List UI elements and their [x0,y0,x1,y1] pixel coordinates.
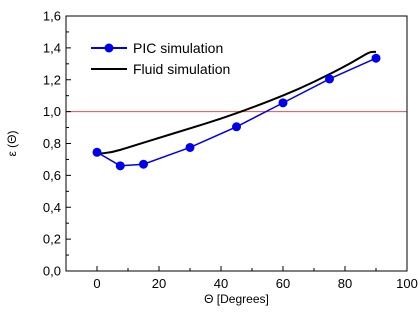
x-tick-label: 0 [93,276,100,291]
x-tick-label: 60 [276,276,290,291]
axes-layer [65,15,408,272]
y-tick-label: 0,8 [43,136,61,151]
y-tick-label: 0,6 [43,168,61,183]
pic-data-point [325,74,334,84]
y-tick-label: 0,0 [43,264,61,279]
pic-data-point [371,53,381,63]
y-tick-label: 1,6 [43,9,61,24]
series-line-fluid [96,50,376,155]
x-axis-title: Θ [Degrees] [204,292,269,306]
x-tick-label: 100 [396,276,418,291]
x-tick-label: 40 [214,276,228,291]
legend-swatch-pic-marker [104,43,114,53]
ticks-layer: 0 20 40 60 80 100 0,0 0,2 0,4 0,6 0,8 1,0 1,2 1,4 1,6 [43,9,418,292]
x-tick-label: 20 [152,276,166,291]
y-axis-title: ε (Θ) [5,130,19,156]
pic-data-point [185,142,195,152]
pic-data-point [232,122,241,132]
pic-data-point [92,147,102,157]
legend-label-pic: PIC simulation [133,40,223,56]
y-tick-label: 1,2 [43,72,61,87]
legend: PIC simulation Fluid simulation [91,40,230,77]
legend-item-fluid: Fluid simulation [91,61,230,77]
pic-data-point [139,159,148,169]
x-tick-label: 80 [338,276,352,291]
y-tick-label: 0,2 [43,232,61,247]
pic-data-point [278,98,288,108]
y-tick-label: 1,4 [43,40,61,55]
legend-label-fluid: Fluid simulation [133,61,230,77]
plot-frame [65,15,408,272]
pic-data-point [115,161,125,171]
y-tick-label: 1,0 [43,104,61,119]
series-layer [92,50,381,171]
y-tick-label: 0,4 [43,200,61,215]
legend-item-pic: PIC simulation [91,40,223,56]
